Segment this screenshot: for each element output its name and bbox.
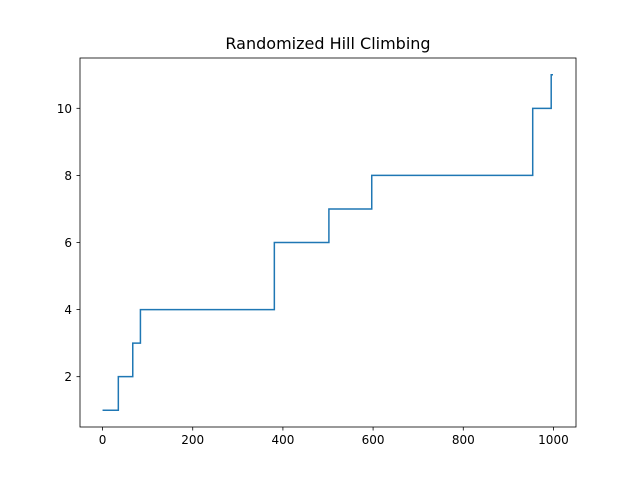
x-tick-label: 600 [362, 433, 385, 447]
x-tick-label: 400 [271, 433, 294, 447]
series-line-1 [102, 74, 553, 411]
plot-area [102, 74, 553, 411]
y-tick-label: 8 [64, 169, 72, 183]
x-tick-label: 200 [181, 433, 204, 447]
axes: 0 200 400 600 800 1000 2 4 6 8 10 [57, 57, 577, 447]
chart-title: Randomized Hill Climbing [225, 34, 430, 53]
y-tick-label: 2 [64, 370, 72, 384]
y-tick-label: 4 [64, 303, 72, 317]
y-tick-label: 6 [64, 236, 72, 250]
y-tick-label: 10 [57, 102, 72, 116]
x-tick-label: 1000 [538, 433, 569, 447]
x-tick-label: 0 [99, 433, 107, 447]
x-tick-label: 800 [452, 433, 475, 447]
